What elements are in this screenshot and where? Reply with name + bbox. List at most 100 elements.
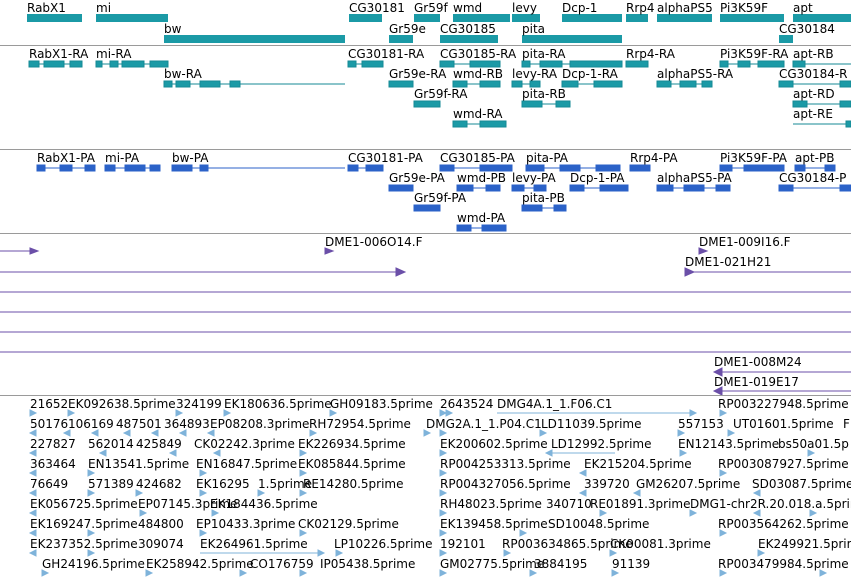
est-label: RE14280.5prime	[303, 477, 404, 491]
gene-bar-rabx1[interactable]	[27, 14, 82, 22]
gene-bar-bw[interactable]	[164, 35, 345, 43]
gene-label-levy: levy	[512, 1, 537, 15]
clone-end-marker[interactable]	[684, 267, 696, 277]
transcript-label: Pi3K59F-RA	[720, 47, 789, 61]
est-label: EK184436.5prime	[210, 497, 318, 511]
est-label: RH48023.5prime	[440, 497, 542, 511]
gene-label-alphaps5: alphaPS5	[657, 1, 713, 15]
gene-bars[interactable]	[27, 14, 851, 43]
gene-bar-cg30184[interactable]	[779, 35, 793, 43]
transcript-label: wmd-RB	[453, 67, 504, 81]
gene-label-cg30181: CG30181	[349, 1, 405, 15]
est-label: RE01891.3prime	[590, 497, 691, 511]
transcript-label: Gr59e-RA	[389, 67, 447, 81]
transcript-label: Rrp4-RA	[626, 47, 675, 61]
gene-bar-mi[interactable]	[96, 14, 168, 22]
gene-bar-wmd[interactable]	[453, 14, 510, 22]
est-label: SD03087.5prime	[752, 477, 851, 491]
gene-bar-gr59f[interactable]	[414, 14, 440, 22]
cdna-label: apt-PB	[795, 151, 835, 165]
est-label: GH24196.5prime	[42, 557, 145, 571]
est-label: bs50a01.5p	[778, 437, 849, 451]
clone-label: DME1-021H21	[685, 255, 772, 269]
clone-end-marker[interactable]	[712, 367, 723, 377]
est-label: 562014	[88, 437, 134, 451]
cdna-label: CG30184-P	[779, 171, 847, 185]
gene-track-glyphs[interactable]	[0, 0, 851, 46]
gene-bar-cg30185[interactable]	[440, 35, 498, 43]
transcript-label: apt-RD	[793, 87, 835, 101]
transcript-label: RabX1-RA	[29, 47, 89, 61]
est-label: 340710	[546, 497, 592, 511]
est-label: RP003227948.5prime	[718, 397, 849, 411]
transcript-label: pita-RA	[522, 47, 566, 61]
gene-bar-alphaps5[interactable]	[657, 14, 712, 22]
clone-end-marker[interactable]	[395, 267, 407, 277]
est-label: EK169247.5prime	[30, 517, 138, 531]
est-label: 424682	[136, 477, 182, 491]
est-label: 50176	[30, 417, 69, 431]
track-separator	[0, 149, 851, 150]
clone-label: DME1-006O14.F	[325, 235, 423, 249]
gene-label-mi: mi	[96, 1, 112, 15]
est-label: 227827	[30, 437, 76, 451]
gene-bar-levy[interactable]	[512, 14, 540, 22]
est-label: EN16847.5prime	[196, 457, 298, 471]
cdna-label: alphaPS5-PA	[657, 171, 732, 185]
est-label: GM26207.5prime	[636, 477, 741, 491]
clone-end-marker[interactable]	[324, 247, 335, 255]
est-label: EK258942.5prime	[146, 557, 254, 571]
gene-label-pi3k59f: Pi3K59F	[720, 1, 768, 15]
est-label: 364893	[164, 417, 210, 431]
gene-label-dcp1: Dcp-1	[562, 1, 598, 15]
gene-label-rrp4: Rrp4	[626, 1, 655, 15]
est-label: LD12992.5prime	[551, 437, 652, 451]
cdna-label: CG30185-PA	[440, 151, 515, 165]
est-label: DMG4A.1_1.F06.C1	[497, 397, 613, 411]
est-label: 76649	[30, 477, 69, 491]
gene-bar-apt[interactable]	[793, 14, 851, 22]
track-separator	[0, 45, 851, 46]
clone-end-marker[interactable]	[712, 386, 723, 395]
cdna-track-glyphs[interactable]	[0, 0, 851, 235]
clone-label: DME1-008M24	[714, 355, 802, 369]
gene-bar-gr59e[interactable]	[389, 35, 413, 43]
gene-bar-pita[interactable]	[522, 35, 622, 43]
transcript-label: CG30185-RA	[440, 47, 517, 61]
clone-end-marker[interactable]	[29, 247, 40, 255]
est-label: UT01601.5prime	[733, 417, 834, 431]
transcript-label: apt-RE	[793, 107, 833, 121]
transcript-label: CG30184-R	[779, 67, 848, 81]
est-label: EP07145.3prime	[138, 497, 238, 511]
gene-label-apt: apt	[793, 1, 813, 15]
gene-bar-cg30181[interactable]	[349, 14, 382, 22]
est-label: DMG2A.1_1.P04.C1	[426, 417, 542, 431]
gene-bar-dcp1[interactable]	[562, 14, 622, 22]
est-label: EK056725.5prime	[30, 497, 138, 511]
est-label: LD11039.5prime	[541, 417, 642, 431]
gene-bar-rrp4[interactable]	[626, 14, 648, 22]
est-label: 21652	[30, 397, 69, 411]
cdna-label: levy-PA	[512, 171, 556, 185]
est-label: EK200602.5prime	[440, 437, 548, 451]
est-label: 309074	[138, 537, 184, 551]
est-label: RP004327056.5prime	[440, 477, 571, 491]
cdna-label: wmd-PA	[457, 211, 506, 225]
est-label: EP08208.3prime	[210, 417, 310, 431]
gene-bar-pi3k59f[interactable]	[720, 14, 784, 22]
clone-end-marker[interactable]	[698, 247, 709, 255]
est-label: EK264961.5prime	[200, 537, 308, 551]
gene-label-gr59f: Gr59f	[414, 1, 448, 15]
gene-label-rabx1: RabX1	[27, 1, 66, 15]
transcript-track-glyphs[interactable]	[0, 0, 851, 150]
cdna-label: Gr59f-PA	[414, 191, 467, 205]
transcript-label: wmd-RA	[453, 107, 503, 121]
est-label: EK215204.5prime	[584, 457, 692, 471]
est-label: EK092638.5prime	[68, 397, 176, 411]
gene-label-pita: pita	[522, 22, 546, 36]
est-label: EK16295	[196, 477, 250, 491]
est-label: RP003087927.5prime	[718, 457, 849, 471]
clone-track-glyphs[interactable]	[0, 0, 851, 395]
gene-label-wmd: wmd	[453, 1, 483, 15]
